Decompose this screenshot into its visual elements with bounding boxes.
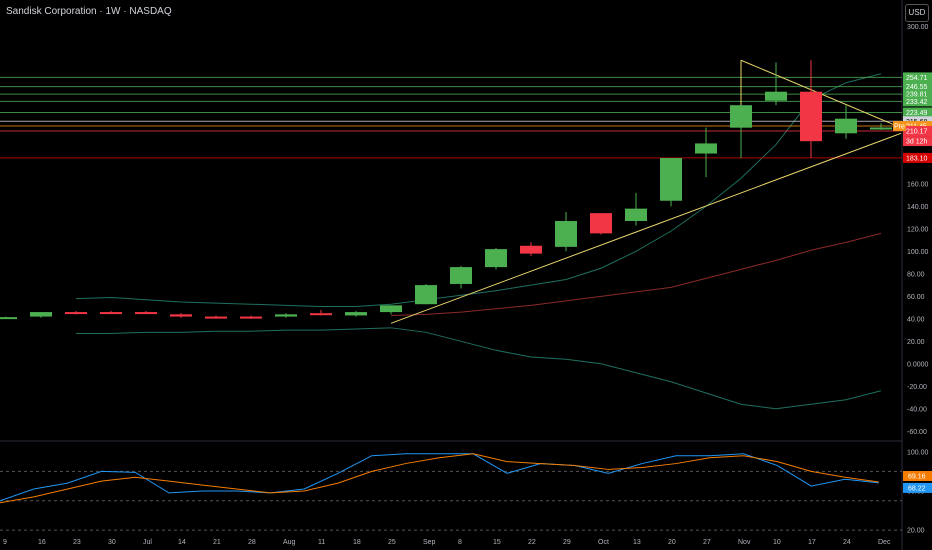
x-tick-label: 9 <box>3 539 7 546</box>
candle[interactable] <box>590 213 612 234</box>
price-tag-bg <box>903 152 932 163</box>
y-tick-label: 300.00 <box>907 24 929 31</box>
y-tick-label: 20.00 <box>907 339 925 346</box>
price-tag-bg <box>903 96 932 107</box>
bollinger-lower-line <box>76 327 882 410</box>
candle[interactable] <box>800 91 822 142</box>
candle[interactable] <box>30 312 52 317</box>
x-tick-label: Sep <box>423 539 436 546</box>
x-tick-label: 17 <box>808 539 816 546</box>
y-tick-label: 160.00 <box>907 181 929 188</box>
candle[interactable] <box>625 208 647 222</box>
candle[interactable] <box>555 221 577 247</box>
price-tag-label: 183.10 <box>906 155 928 162</box>
x-tick-label: 21 <box>213 539 221 546</box>
x-tick-label: 30 <box>108 539 116 546</box>
price-tag-bg <box>903 81 932 92</box>
x-tick-label: Nov <box>738 539 751 546</box>
osc-value-tag-bg <box>903 470 932 481</box>
price-tag-bg <box>903 107 932 118</box>
price-tag-bg <box>903 89 932 100</box>
x-tick-label: 16 <box>38 539 46 546</box>
x-tick-label: 24 <box>843 539 851 546</box>
x-tick-label: 11 <box>318 539 325 546</box>
x-tick-label: 10 <box>773 539 781 546</box>
x-tick-label: 29 <box>563 539 571 546</box>
candle[interactable] <box>660 158 682 201</box>
trendline[interactable] <box>390 132 902 324</box>
chart-title: Sandisk Corporation · 1W · NASDAQ <box>6 6 172 17</box>
y-tick-label: 60.00 <box>907 294 925 301</box>
candle[interactable] <box>380 305 402 313</box>
x-tick-label: 15 <box>493 539 501 546</box>
candle[interactable] <box>450 267 472 284</box>
y-tick-label: 120.00 <box>907 226 929 233</box>
y-tick-label: -20.00 <box>907 384 927 391</box>
x-tick-label: Aug <box>283 539 296 546</box>
candle[interactable] <box>870 127 892 130</box>
oscillator-line <box>0 453 879 502</box>
oscillator-line <box>0 453 879 504</box>
x-tick-label: 14 <box>178 539 186 546</box>
osc-y-tick-label: 100.00 <box>907 449 929 456</box>
candle[interactable] <box>345 312 367 316</box>
osc-y-tick-label: 20.00 <box>907 528 925 535</box>
candle[interactable] <box>100 312 122 315</box>
x-tick-label: 22 <box>528 539 536 546</box>
moving-average-line <box>390 232 882 316</box>
price-tag-label: 246.55 <box>906 84 928 91</box>
x-tick-label: Dec <box>878 539 891 546</box>
x-tick-label: Jul <box>143 539 152 546</box>
x-tick-label: 28 <box>248 539 256 546</box>
y-tick-label: 0.0000 <box>907 361 929 368</box>
candle[interactable] <box>275 314 297 317</box>
osc-value-tag: 69.16 <box>908 473 926 480</box>
candle[interactable] <box>0 317 17 320</box>
candle[interactable] <box>170 314 192 317</box>
y-tick-label: -40.00 <box>907 406 927 413</box>
price-tag-bg <box>903 126 932 137</box>
pre-badge-bg <box>893 121 906 132</box>
countdown-label: 3d 12h <box>906 139 928 146</box>
candle[interactable] <box>65 312 87 315</box>
price-tag-bg <box>903 72 932 83</box>
x-tick-label: 13 <box>633 539 641 546</box>
countdown-bg <box>903 136 932 147</box>
candle[interactable] <box>835 118 857 134</box>
candle[interactable] <box>765 91 787 101</box>
candle[interactable] <box>485 249 507 268</box>
currency-button[interactable]: USD <box>905 4 929 22</box>
y-tick-label: -60.00 <box>907 429 927 436</box>
candle[interactable] <box>135 312 157 315</box>
y-tick-label: 140.00 <box>907 204 929 211</box>
candle[interactable] <box>520 245 542 254</box>
osc-value-tag: 68.22 <box>908 485 926 492</box>
x-tick-label: 27 <box>703 539 711 546</box>
candle[interactable] <box>205 316 227 319</box>
candle[interactable] <box>240 316 262 319</box>
x-tick-label: 23 <box>73 539 81 546</box>
x-tick-label: 25 <box>388 539 396 546</box>
bollinger-upper-line <box>75 73 882 307</box>
candle[interactable] <box>730 105 752 128</box>
price-tag-bg <box>903 121 932 132</box>
pre-badge: Pre <box>894 124 905 131</box>
y-tick-label: 40.00 <box>907 316 925 323</box>
price-tag-label: 239.81 <box>906 92 928 99</box>
x-tick-label: 20 <box>668 539 676 546</box>
price-tag-label: 233.42 <box>906 99 928 106</box>
y-tick-label: 100.00 <box>907 249 929 256</box>
candle[interactable] <box>310 313 332 316</box>
x-tick-label: Oct <box>598 539 609 546</box>
osc-value-tag-bg <box>903 482 932 493</box>
price-tag-label: 254.71 <box>906 75 928 82</box>
candle[interactable] <box>695 143 717 154</box>
candle[interactable] <box>415 285 437 305</box>
price-tag-label: 210.17 <box>906 129 928 136</box>
y-tick-label: 80.00 <box>907 271 925 278</box>
price-tag-label: 223.49 <box>906 110 928 117</box>
x-tick-label: 18 <box>353 539 361 546</box>
x-tick-label: 8 <box>458 539 462 546</box>
